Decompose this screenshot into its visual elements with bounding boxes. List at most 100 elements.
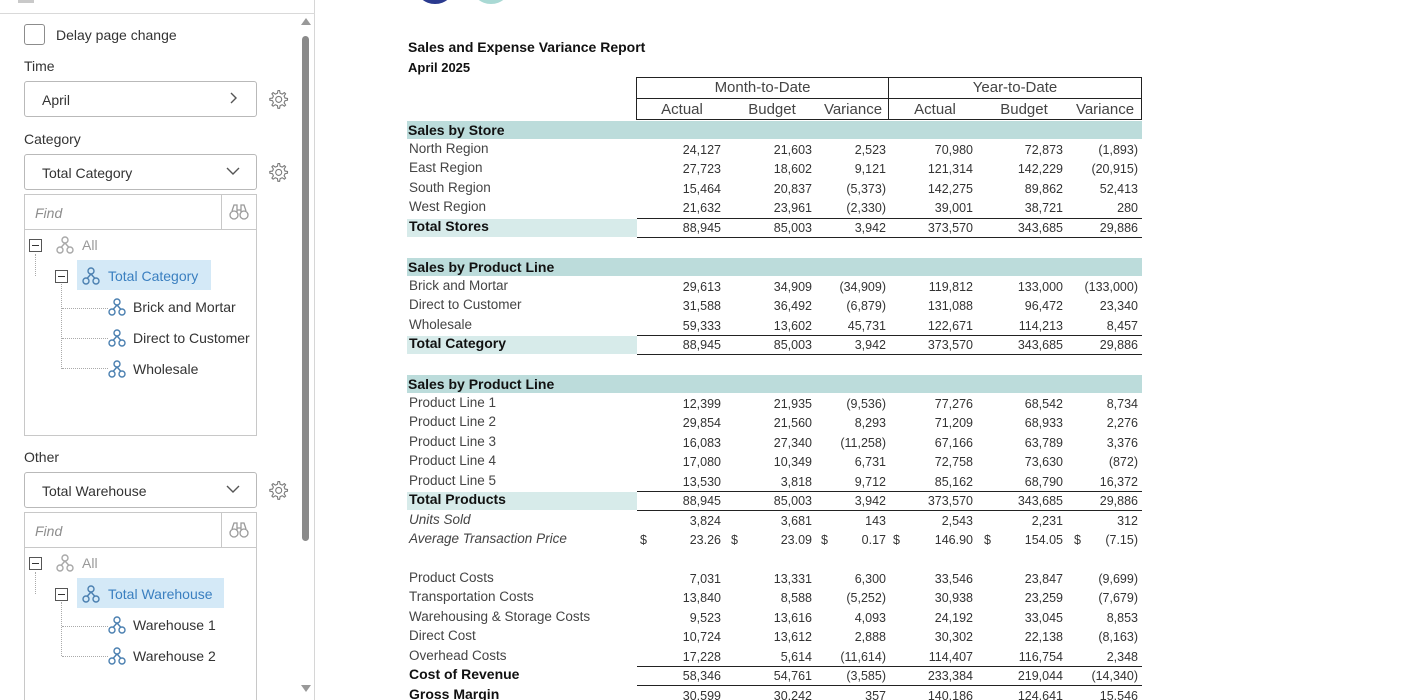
total-row-bg [407, 492, 637, 511]
report-cell: (7,679) [1098, 591, 1138, 606]
scrollbar-thumb[interactable] [302, 36, 309, 541]
report-cell: 373,570 [927, 337, 973, 352]
report-cell: 13,840 [682, 591, 721, 606]
warehouse-find-input[interactable]: Find [35, 523, 63, 539]
row-label: Product Line 5 [409, 472, 497, 488]
report-cell: 8,588 [780, 591, 812, 606]
report-cell: (3,585) [846, 669, 886, 684]
tree-node-warehouse-1[interactable]: Warehouse 1 [25, 610, 256, 640]
hierarchy-icon [56, 236, 74, 254]
gear-icon[interactable] [267, 479, 289, 501]
report-cell: 23.26 [689, 532, 721, 547]
tree-connector [61, 284, 62, 369]
report-cell: 154.05 [1024, 532, 1063, 547]
report-cell: 30,302 [934, 630, 973, 645]
gear-icon[interactable] [267, 88, 289, 110]
row-label: South Region [409, 179, 491, 195]
gear-icon[interactable] [267, 161, 289, 183]
hierarchy-icon [108, 616, 126, 634]
report-cell: 67,166 [934, 435, 973, 450]
report-cell: 131,088 [927, 299, 973, 314]
report-cell: 72,758 [934, 455, 973, 470]
tree-node-warehouse-2[interactable]: Warehouse 2 [25, 641, 256, 671]
report-cell: 15,546 [1099, 688, 1138, 700]
report-cell: 45,731 [847, 318, 886, 333]
chevron-right-icon [230, 92, 237, 104]
total-row-label: Total Stores [409, 217, 489, 234]
report-cell: 24,127 [682, 142, 721, 157]
other-label: Other [24, 449, 60, 465]
collapse-icon[interactable] [29, 557, 42, 570]
tree-node-all[interactable]: All [25, 548, 256, 578]
report-cell: 146.90 [934, 532, 973, 547]
row-label: Average Transaction Price [409, 530, 567, 546]
report-cell: 30,242 [773, 688, 812, 700]
report-cell: 6,300 [854, 571, 886, 586]
hierarchy-icon [108, 360, 126, 378]
report-cell: 3,376 [1106, 435, 1138, 450]
report-cell: 31,588 [682, 299, 721, 314]
selected-highlight [77, 260, 211, 290]
report-cell: 29,854 [682, 416, 721, 431]
category-selector[interactable]: Total Category [24, 154, 257, 190]
binoculars-icon[interactable] [229, 203, 249, 221]
report-subtitle: April 2025 [408, 60, 471, 75]
tree-node-all[interactable]: All [25, 230, 256, 260]
collapse-icon[interactable] [55, 270, 68, 283]
scroll-down-icon[interactable] [301, 685, 311, 692]
report-cell: 12,399 [682, 396, 721, 411]
chevron-down-icon [226, 167, 240, 175]
time-selector[interactable]: April [24, 81, 257, 117]
total-rule [637, 353, 1142, 355]
row-label: Units Sold [409, 511, 471, 527]
header-divider [637, 98, 1141, 99]
report-cell: 70,980 [934, 142, 973, 157]
time-label: Time [24, 58, 55, 74]
report-cell: (1,893) [1098, 142, 1138, 157]
hierarchy-icon [82, 585, 100, 603]
report-cell: (9,536) [846, 396, 886, 411]
report-cell: 0.17 [861, 532, 886, 547]
report-cell: 280 [1117, 201, 1138, 216]
report-cell: 15,464 [682, 181, 721, 196]
delay-page-change-checkbox[interactable] [24, 24, 45, 45]
report-cell: 3,942 [854, 337, 886, 352]
time-value: April [42, 92, 71, 108]
report-cell: 122,671 [927, 318, 973, 333]
warehouse-selector[interactable]: Total Warehouse [24, 472, 257, 508]
report-cell: 85,003 [773, 494, 812, 509]
collapse-icon[interactable] [55, 588, 68, 601]
filter-panel: Delay page change Time April Category To… [0, 0, 315, 700]
report-cell: 20,837 [773, 181, 812, 196]
row-label: Brick and Mortar [409, 277, 509, 293]
report-cell: 63,789 [1024, 435, 1063, 450]
tree-node-brick-and-mortar[interactable]: Brick and Mortar [25, 292, 256, 322]
tree-connector [61, 602, 62, 656]
total-row-bg [407, 335, 637, 354]
tree-node-direct-to-customer[interactable]: Direct to Customer [25, 323, 256, 353]
report-cell: (20,915) [1091, 162, 1138, 177]
total-rule [637, 685, 1142, 687]
report-cell: 68,933 [1024, 416, 1063, 431]
report-cell: (5,252) [846, 591, 886, 606]
category-value: Total Category [42, 165, 133, 181]
panel-scrollbar[interactable] [300, 18, 312, 696]
tree-node-label: Warehouse 2 [133, 648, 216, 664]
report-cell: 17,228 [682, 649, 721, 664]
tree-node-total-warehouse[interactable]: Total Warehouse [25, 579, 256, 609]
collapse-icon[interactable] [29, 239, 42, 252]
report-title: Sales and Expense Variance Report [408, 39, 646, 55]
report-cell: 233,384 [927, 669, 973, 684]
section-header-bar: Sales by Product Line [407, 257, 1142, 276]
total-row-bg [407, 218, 637, 237]
report-cell: 5,614 [780, 649, 812, 664]
currency-symbol: $ [640, 532, 647, 547]
tree-node-total-category[interactable]: Total Category [25, 261, 256, 291]
binoculars-icon[interactable] [229, 521, 249, 539]
tree-node-label: Total Warehouse [108, 586, 213, 602]
scroll-up-icon[interactable] [301, 18, 311, 25]
report-cell: 7,031 [689, 571, 721, 586]
report-cell: 124,641 [1017, 688, 1063, 700]
category-find-input[interactable]: Find [35, 205, 63, 221]
tree-node-wholesale[interactable]: Wholesale [25, 354, 256, 384]
